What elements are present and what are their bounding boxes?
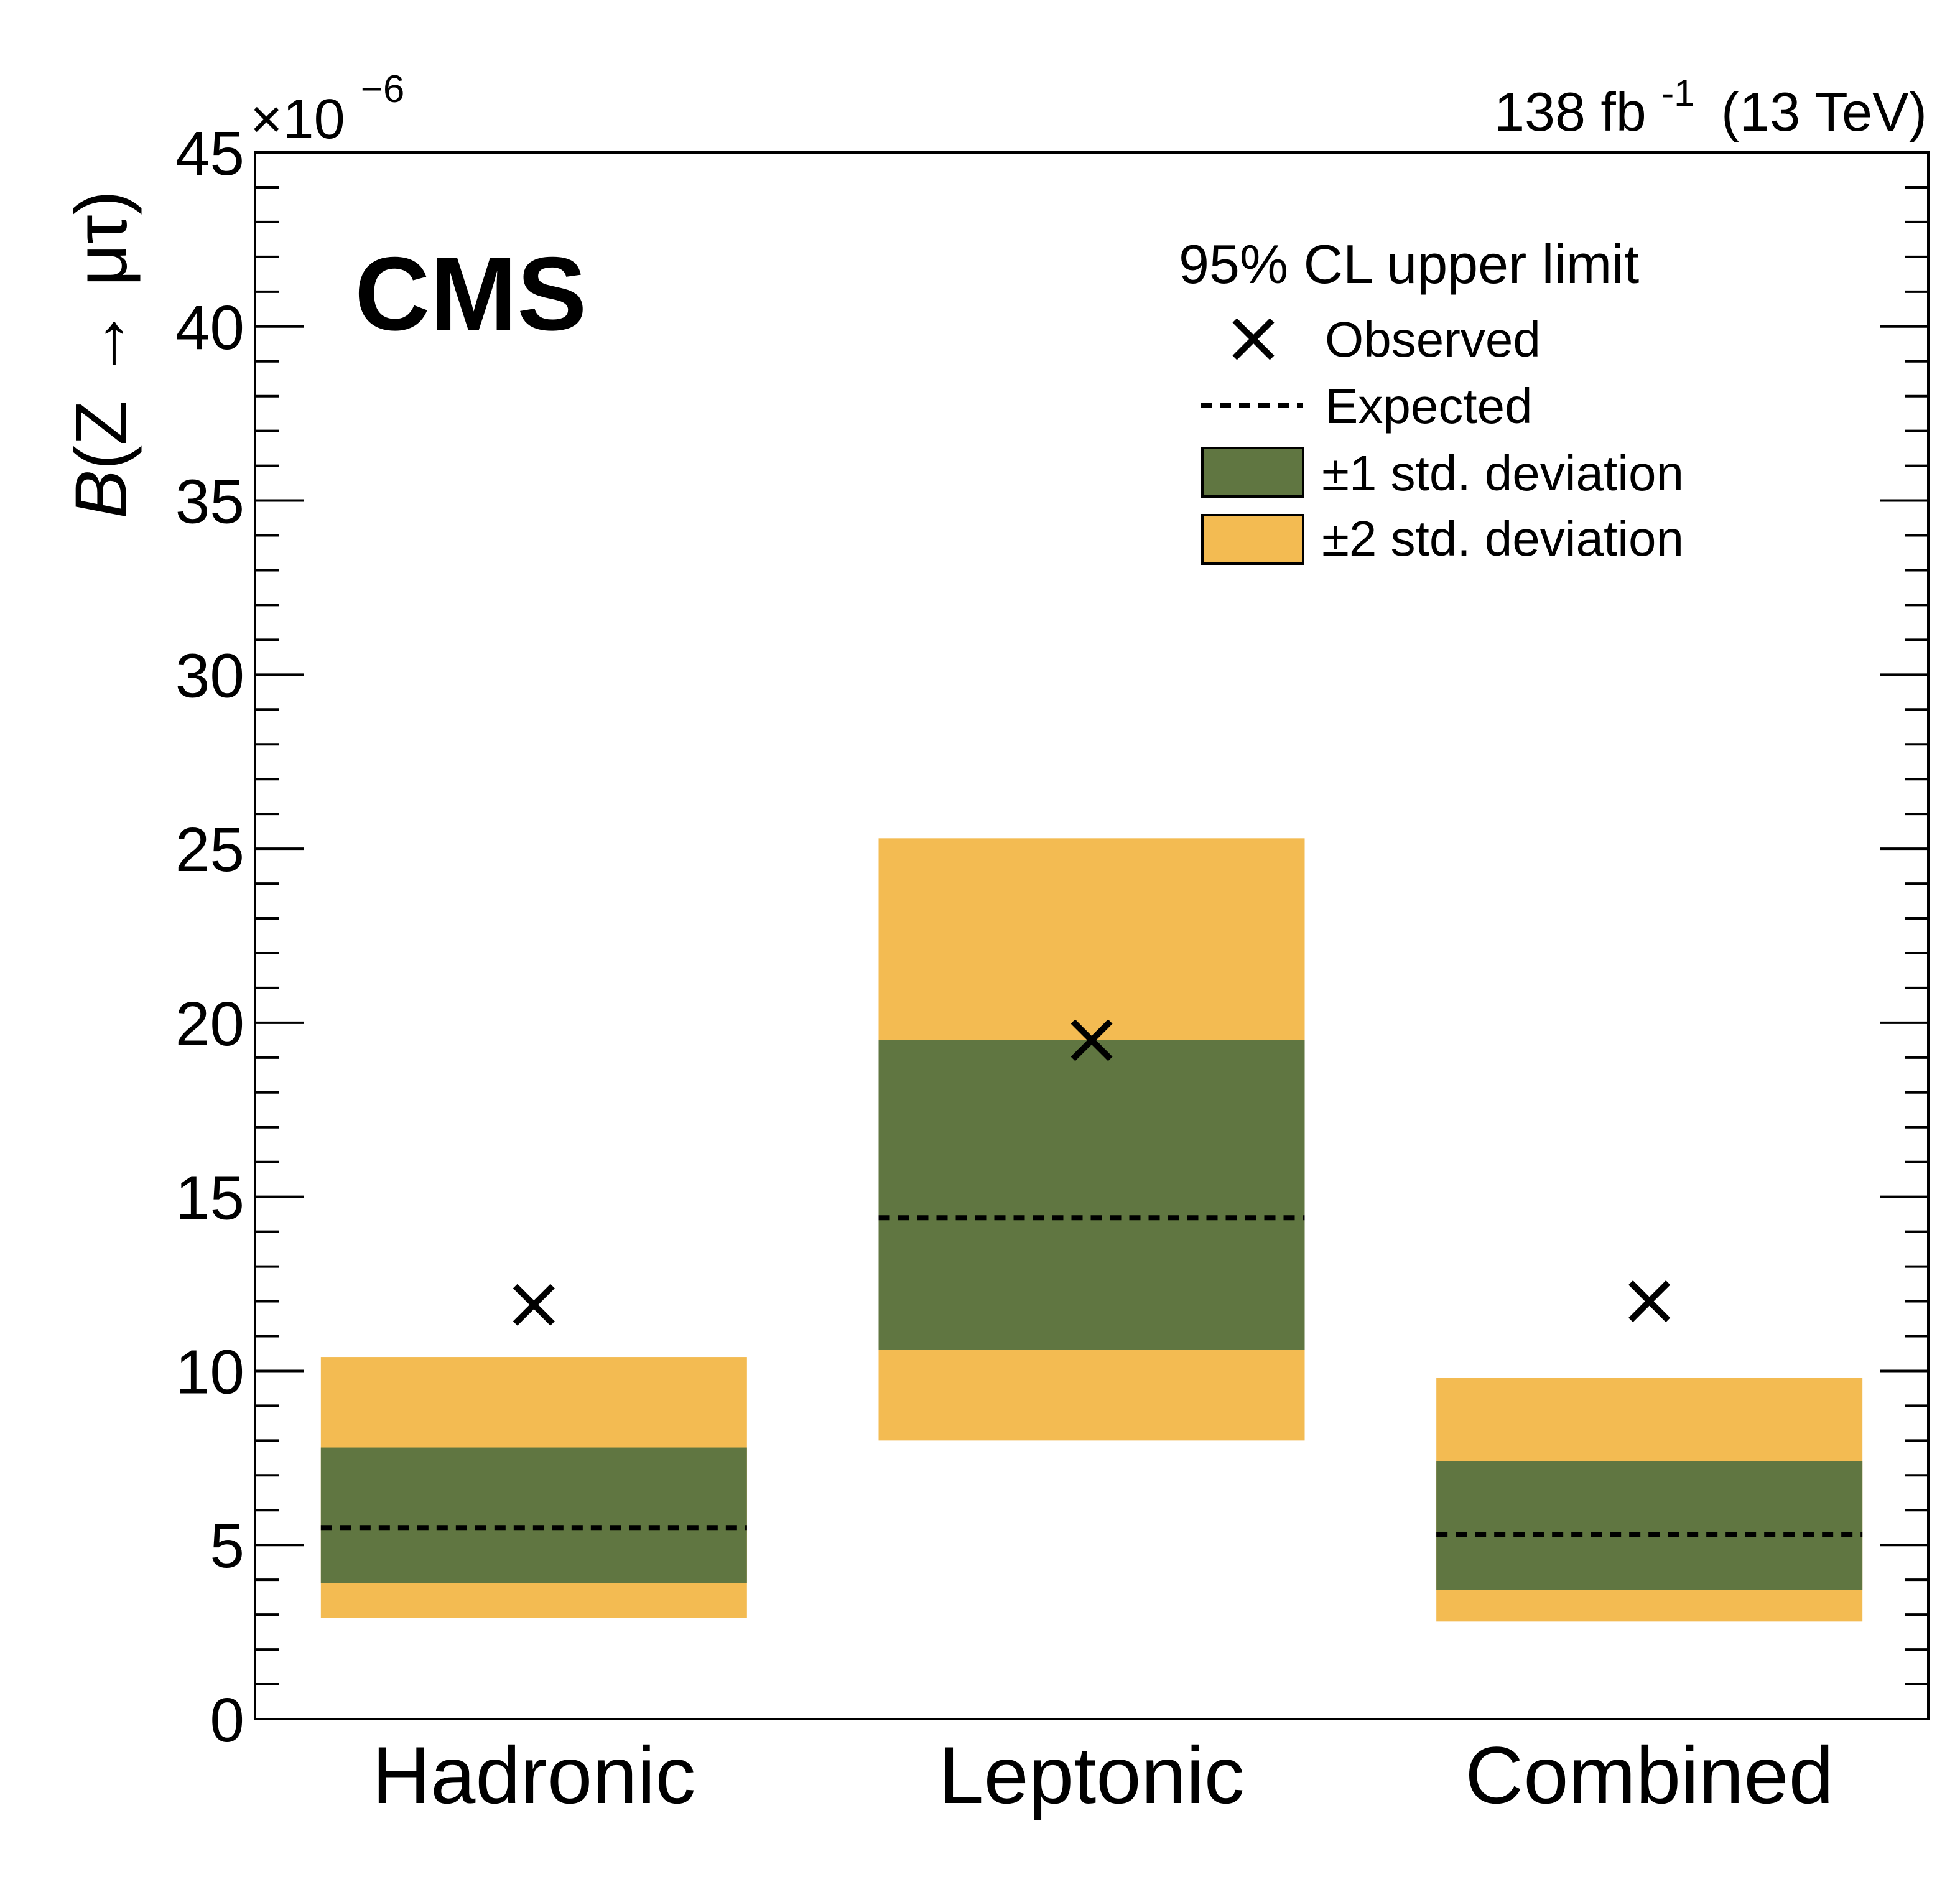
hadronic-band-1sigma (320, 1447, 747, 1583)
y-tick-label: 20 (175, 989, 244, 1059)
lumi-label: 138 fb -1 (13 TeV) (1494, 56, 1927, 142)
legend-1sigma-label: ±1 std. deviation (1322, 445, 1684, 501)
combined-observed-marker (1628, 1280, 1671, 1323)
y-tick-label: 30 (175, 641, 244, 711)
legend-observed-marker (1232, 318, 1275, 360)
y-tick-label: 15 (175, 1163, 244, 1233)
y-tick-label: 0 (210, 1685, 244, 1755)
leptonic-band-1sigma (878, 1040, 1305, 1350)
y-tick-label: 10 (175, 1337, 244, 1407)
legend-2sigma-label: ±2 std. deviation (1322, 511, 1684, 566)
y-axis-title-symbol: B (60, 470, 142, 519)
y-tick-label: 35 (175, 467, 244, 537)
combined-category-label: Combined (1465, 1730, 1834, 1820)
y-tick-label: 5 (210, 1511, 244, 1581)
legend-title: 95% CL upper limit (1179, 233, 1639, 295)
y-tick-label: 45 (175, 119, 244, 189)
legend-1sigma-swatch (1201, 447, 1304, 498)
energy-label: (13 TeV) (1721, 81, 1927, 142)
legend-expected: Expected (1201, 378, 1533, 434)
legend-2sigma-swatch (1201, 514, 1304, 565)
y-multiplier-base: ×10 (250, 88, 345, 151)
y-multiplier-exponent: −6 (361, 68, 405, 111)
legend-2sigma: ±2 std. deviation (1201, 511, 1684, 566)
lumi-unit-exponent: -1 (1661, 72, 1694, 114)
lumi-value: 138 fb (1494, 81, 1646, 142)
legend-1sigma: ±1 std. deviation (1201, 445, 1684, 501)
y-tick-label: 25 (175, 815, 244, 885)
uncertainty-bands (320, 838, 1863, 1622)
y-axis-tick-labels: 0 5 10 15 20 25 30 35 40 45 (175, 119, 244, 1755)
experiment-label: CMS (355, 235, 587, 352)
plot-frame (254, 151, 1930, 1720)
legend-expected-label: Expected (1325, 378, 1533, 434)
x-axis-category-labels: Hadronic Leptonic Combined (372, 1730, 1834, 1820)
y-axis-title: B(Z → μτ) (60, 190, 142, 519)
expected-lines (320, 1215, 1863, 1537)
hadronic-observed-marker (513, 1284, 555, 1326)
leptonic-observed-marker (1071, 1019, 1113, 1061)
y-multiplier: ×10 −6 (250, 68, 404, 151)
combined-band-1sigma (1436, 1461, 1863, 1590)
hadronic-category-label: Hadronic (372, 1730, 695, 1820)
legend: 95% CL upper limit Observed Expected ±1 … (1179, 233, 1684, 566)
leptonic-category-label: Leptonic (939, 1730, 1245, 1820)
y-axis-title-process: (Z → μτ) (60, 190, 142, 470)
legend-observed: Observed (1232, 312, 1541, 367)
y-tick-label: 40 (175, 293, 244, 363)
observed-markers (513, 1019, 1671, 1326)
legend-observed-label: Observed (1325, 312, 1541, 367)
